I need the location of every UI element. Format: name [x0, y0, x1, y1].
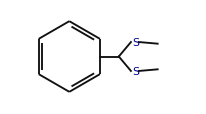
Text: S: S	[132, 67, 139, 77]
Text: S: S	[132, 37, 139, 47]
